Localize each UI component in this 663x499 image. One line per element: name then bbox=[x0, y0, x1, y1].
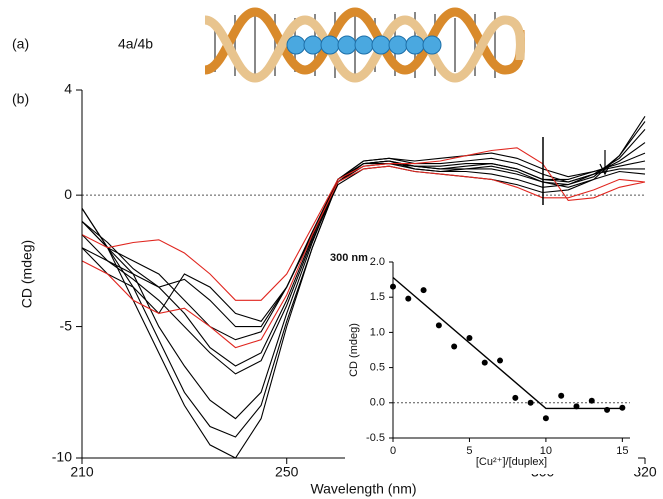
y-axis-label: CD (mdeg) bbox=[348, 323, 360, 377]
x-axis-label: Wavelength (nm) bbox=[310, 481, 416, 497]
x-tick-label: 10 bbox=[540, 445, 552, 457]
x-tick-label: 250 bbox=[275, 464, 299, 480]
data-point bbox=[588, 397, 595, 404]
inset-title: 300 nm bbox=[330, 252, 368, 264]
data-point bbox=[451, 343, 458, 350]
y-tick-label: 0 bbox=[64, 186, 72, 202]
spectrum-line bbox=[81, 152, 646, 328]
data-point bbox=[604, 406, 611, 413]
data-point bbox=[466, 335, 473, 342]
data-point bbox=[420, 287, 427, 294]
y-tick-label: 1.5 bbox=[370, 291, 385, 303]
fit-line bbox=[392, 276, 623, 410]
data-point bbox=[435, 322, 442, 329]
y-tick-label: 0.0 bbox=[370, 397, 385, 409]
x-tick-label: 320 bbox=[633, 464, 657, 480]
dna-illustration bbox=[203, 7, 526, 83]
data-point bbox=[497, 357, 504, 364]
spectrum-line bbox=[81, 147, 646, 301]
panel-label: (b) bbox=[12, 91, 29, 107]
y-tick-label: 4 bbox=[64, 81, 72, 97]
compound-label: 4a/4b bbox=[118, 36, 153, 52]
spectrum-line bbox=[81, 152, 646, 322]
data-point bbox=[405, 295, 412, 302]
data-point bbox=[542, 415, 549, 422]
x-tick-label: 15 bbox=[616, 445, 628, 457]
y-axis-label: CD (mdeg) bbox=[19, 240, 35, 308]
data-point bbox=[573, 403, 580, 410]
spectrum-line bbox=[81, 165, 646, 349]
x-tick-label: 5 bbox=[466, 445, 472, 457]
data-point bbox=[527, 399, 534, 406]
y-tick-label: 2.0 bbox=[370, 256, 385, 268]
data-point bbox=[481, 359, 488, 366]
data-point bbox=[512, 394, 519, 401]
y-tick-label: 0.5 bbox=[370, 362, 385, 374]
y-tick-label: -0.5 bbox=[366, 432, 385, 444]
data-point bbox=[558, 392, 565, 399]
x-tick-label: 0 bbox=[390, 445, 396, 457]
data-point bbox=[619, 404, 626, 411]
y-tick-label: -10 bbox=[52, 449, 72, 465]
x-tick-label: 210 bbox=[70, 464, 94, 480]
panel-label: (a) bbox=[12, 36, 29, 52]
x-axis-label: [Cu²⁺]/[duplex] bbox=[476, 456, 547, 468]
arrow-head bbox=[599, 163, 611, 176]
y-tick-label: 1.0 bbox=[370, 326, 385, 338]
y-tick-label: -5 bbox=[60, 317, 73, 333]
chart: 2.0 1.5 1.0 0.5 0.0 -0.5 0 5 10 15 CD (mdeg) [Cu²⁺]… bbox=[345, 248, 638, 474]
